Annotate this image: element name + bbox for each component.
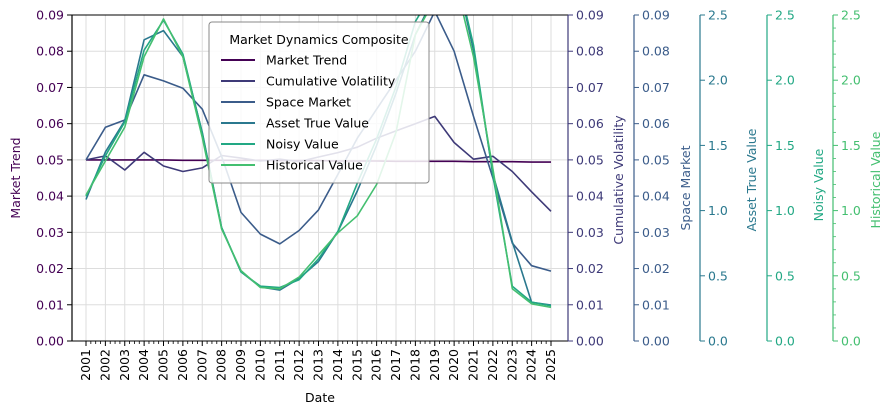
x-tick-label-2017: 2017 [388, 349, 403, 381]
market-trend-axis-tick-label: 0.04 [36, 189, 64, 204]
market-trend-axis-tick-label: 0.05 [36, 152, 64, 167]
legend-title: Market Dynamics Composite [229, 32, 409, 47]
space-market-axis-tick-label: 0.09 [642, 8, 670, 23]
noisy-value-axis-tick-label: 1.5 [775, 138, 795, 153]
market-trend-axis-tick-label: 0.08 [36, 44, 64, 59]
x-axis-label: Date [305, 390, 335, 405]
historical-value-axis-tick-label: 2.5 [841, 8, 861, 23]
x-tick-label-2002: 2002 [97, 349, 112, 381]
legend-label-space-market: Space Market [266, 95, 351, 110]
cumulative-volatility-axis-tick-label: 0.00 [576, 334, 604, 349]
asset-true-value-axis-label: Asset True Value [744, 128, 759, 231]
x-tick-label-2020: 2020 [446, 349, 461, 381]
asset-true-value-axis-tick-label: 2.0 [708, 73, 728, 88]
x-tick-label-2005: 2005 [156, 349, 171, 381]
x-tick-label-2008: 2008 [214, 349, 229, 381]
cumulative-volatility-axis-tick-label: 0.03 [576, 225, 604, 240]
legend: Market Dynamics Composite Market Trend Cu… [208, 21, 430, 184]
x-tick-label-2021: 2021 [466, 349, 481, 381]
cumulative-volatility-axis-tick-label: 0.06 [576, 116, 604, 131]
noisy-value-axis-label: Noisy Value [811, 148, 826, 221]
market-trend-axis-tick-label: 0.06 [36, 116, 64, 131]
asset-true-value-axis-tick-label: 1.0 [708, 203, 728, 218]
market-trend-axis-tick-label: 0.07 [36, 80, 64, 95]
asset-true-value-axis-tick-label: 1.5 [708, 138, 728, 153]
x-tick-label-2009: 2009 [233, 349, 248, 381]
x-tick-label-2014: 2014 [330, 349, 345, 381]
market-trend-axis-tick-label: 0.03 [36, 225, 64, 240]
asset-true-value-axis-tick-label: 0.0 [708, 334, 728, 349]
historical-value-axis-label: Historical Value [868, 131, 883, 228]
market-trend-axis-tick-label: 0.09 [36, 8, 64, 23]
space-market-axis-tick-label: 0.00 [642, 334, 670, 349]
x-tick-label-2012: 2012 [291, 349, 306, 381]
x-tick-label-2003: 2003 [117, 349, 132, 381]
cumulative-volatility-axis-tick-label: 0.08 [576, 44, 604, 59]
cumulative-volatility-axis-tick-label: 0.07 [576, 80, 604, 95]
x-tick-label-2022: 2022 [485, 349, 500, 381]
noisy-value-axis-tick-label: 0.5 [775, 268, 795, 283]
legend-label-asset-true-value: Asset True Value [266, 116, 369, 131]
x-tick-label-2007: 2007 [194, 349, 209, 381]
x-tick-label-2018: 2018 [407, 349, 422, 381]
legend-label-noisy-value: Noisy Value [266, 137, 339, 152]
market-trend-axis-tick-label: 0.00 [36, 334, 64, 349]
axes: 2001 2002 2003 2004 2005 2006 2007 2008 2009 2010… [8, 8, 883, 406]
cumulative-volatility-axis-tick-label: 0.05 [576, 152, 604, 167]
market-trend-axis-label: Market Trend [8, 137, 23, 218]
x-tick-label-2019: 2019 [427, 349, 442, 381]
noisy-value-axis-tick-label: 2.0 [775, 73, 795, 88]
noisy-value-axis-tick-label: 1.0 [775, 203, 795, 218]
cumulative-volatility-axis-tick-label: 0.09 [576, 8, 604, 23]
historical-value-axis-tick-label: 0.0 [841, 334, 861, 349]
market-trend-axis-tick-label: 0.01 [36, 297, 64, 312]
asset-true-value-axis-tick-label: 0.5 [708, 268, 728, 283]
space-market-axis-tick-label: 0.06 [642, 116, 670, 131]
noisy-value-axis-tick-label: 2.5 [775, 8, 795, 23]
x-tick-label-2023: 2023 [504, 349, 519, 381]
x-tick-label-2001: 2001 [78, 349, 93, 381]
x-tick-label-2006: 2006 [175, 349, 190, 381]
historical-value-axis-tick-label: 2.0 [841, 73, 861, 88]
legend-box [208, 21, 430, 184]
x-tick-label-2010: 2010 [252, 349, 267, 381]
legend-label-cumulative-volatility: Cumulative Volatility [266, 74, 396, 89]
space-market-axis-label: Space Market [678, 145, 693, 230]
cumulative-volatility-axis-tick-label: 0.04 [576, 189, 604, 204]
x-tick-label-2013: 2013 [311, 349, 326, 381]
space-market-axis-tick-label: 0.01 [642, 297, 670, 312]
space-market-axis-tick-label: 0.08 [642, 44, 670, 59]
space-market-axis-tick-label: 0.04 [642, 189, 670, 204]
cumulative-volatility-axis-tick-label: 0.01 [576, 297, 604, 312]
noisy-value-axis-tick-label: 0.0 [775, 334, 795, 349]
x-tick-label-2024: 2024 [524, 349, 539, 381]
series-line-historical-value [85, 15, 552, 309]
x-tick-label-2016: 2016 [369, 349, 384, 381]
legend-label-historical-value: Historical Value [266, 158, 363, 173]
historical-value-axis-tick-label: 1.5 [841, 138, 861, 153]
series-line-space-market [85, 15, 552, 272]
asset-true-value-axis-tick-label: 2.5 [708, 8, 728, 23]
space-market-axis-tick-label: 0.05 [642, 152, 670, 167]
x-tick-label-2011: 2011 [272, 349, 287, 381]
space-market-axis-tick-label: 0.07 [642, 80, 670, 95]
historical-value-axis-tick-label: 0.5 [841, 268, 861, 283]
space-market-axis-tick-label: 0.02 [642, 261, 670, 276]
space-market-axis-tick-label: 0.03 [642, 225, 670, 240]
market-trend-axis-tick-label: 0.02 [36, 261, 64, 276]
historical-value-axis-tick-label: 1.0 [841, 203, 861, 218]
x-tick-label-2004: 2004 [136, 349, 151, 381]
x-tick-label-2025: 2025 [543, 349, 558, 381]
legend-label-market-trend: Market Trend [266, 53, 347, 68]
cumulative-volatility-axis-tick-label: 0.02 [576, 261, 604, 276]
cumulative-volatility-axis-label: Cumulative Volatility [611, 115, 626, 245]
x-tick-label-2015: 2015 [349, 349, 364, 381]
